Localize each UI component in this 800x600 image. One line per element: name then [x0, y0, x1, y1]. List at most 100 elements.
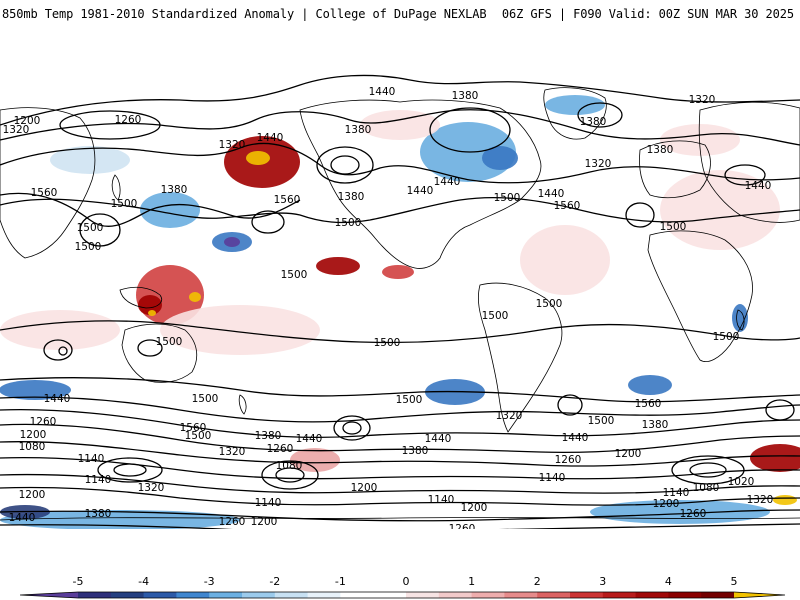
closed-low-s-ocean-east	[671, 455, 745, 485]
colorbar-label: -2	[269, 575, 281, 588]
closed-high-tropic-indian	[137, 339, 163, 357]
contour-label: 1500	[494, 192, 521, 204]
colorbar-label: -4	[138, 575, 150, 588]
contour-label: 1320	[219, 446, 246, 458]
colorbar-label: -3	[203, 575, 215, 588]
closed-high-aus	[43, 339, 73, 361]
colorbar: -5 -4 -3 -2 -1 0 1 2 3 4 5	[0, 568, 800, 600]
anomaly-patch	[224, 237, 240, 247]
contour-label: 1140	[663, 487, 690, 499]
contour-label: 1560	[274, 194, 301, 206]
coast-new-zealand	[238, 394, 247, 415]
map-title: 850mb Temp 1981-2010 Standardized Anomal…	[2, 7, 487, 21]
contour-label: 1560	[180, 422, 207, 434]
contour-label: 1140	[85, 474, 112, 486]
colorbar-label: 1	[468, 575, 476, 588]
closed-high-mid-pac	[251, 210, 285, 234]
coast-japan	[111, 174, 121, 201]
contour-label: 1140	[428, 494, 455, 506]
colorbar-label: -5	[72, 575, 84, 588]
contour-1320-antarctic	[0, 523, 800, 529]
contour-label: 1500	[536, 298, 563, 310]
contour-label: 1200	[14, 115, 41, 127]
contour-1380-south	[0, 423, 800, 454]
colorbar-segment	[143, 592, 177, 598]
contour-label: 1380	[580, 116, 607, 128]
contour-label: 1080	[276, 460, 303, 472]
coast-europe	[639, 140, 711, 199]
anomaly-map[interactable]: 1440 1380 1320 1380 1200 1260 1320 1440 1380 1320…	[0, 69, 800, 529]
contour-1440-north	[0, 142, 800, 184]
colorbar-outline	[19, 591, 786, 599]
contour-label: 1440	[425, 433, 452, 445]
contour-label: 1500	[374, 337, 401, 349]
contour-1140-south	[0, 486, 800, 506]
anomaly-patch	[0, 310, 120, 350]
contour-label: 1440	[296, 433, 323, 445]
anomaly-patch	[140, 192, 200, 228]
colorbar-label: 3	[599, 575, 607, 588]
contour-label: 1320	[138, 482, 165, 494]
contour-label: 1320	[585, 158, 612, 170]
header-bar: 850mb Temp 1981-2010 Standardized Anomal…	[0, 0, 800, 30]
colorbar-segment	[635, 592, 669, 598]
colorbar-segment	[668, 592, 702, 598]
anomaly-patch	[382, 265, 414, 279]
closed-low-s-indian	[97, 457, 163, 483]
anomaly-patch	[160, 305, 320, 355]
contour-label: 1500	[281, 269, 308, 281]
colorbar-label: 5	[730, 575, 738, 588]
contour-label: 1440	[745, 180, 772, 192]
colorbar-segment	[307, 592, 341, 598]
model-valid-time: 06Z GFS | F090 Valid: 00Z SUN MAR 30 202…	[501, 7, 794, 21]
contour-label: 1260	[555, 454, 582, 466]
closed-high-se-asia	[79, 213, 121, 247]
contour-label: 1440	[9, 512, 36, 524]
contour-label: 1380	[161, 184, 188, 196]
colorbar-label: -1	[334, 575, 346, 588]
contour-label: 1260	[680, 508, 707, 520]
contour-label: 1560	[554, 200, 581, 212]
colorbar-segment	[406, 592, 440, 598]
closed-low-s-pac-inner	[275, 467, 305, 483]
closed-high-s-atl	[557, 394, 583, 416]
contour-label: 1140	[539, 472, 566, 484]
anomaly-patch	[482, 146, 518, 170]
coast-madagascar	[736, 309, 745, 331]
contour-label: 1380	[338, 191, 365, 203]
colorbar-segment	[438, 592, 473, 598]
contour-label: 1260	[115, 114, 142, 126]
colorbar-segment	[701, 592, 735, 598]
closed-high-npac-inner	[330, 155, 360, 175]
contour-label: 1140	[255, 497, 282, 509]
colorbar-end-high	[734, 592, 785, 598]
contour-1200-south	[0, 473, 800, 494]
contour-labels: 1440 1380 1320 1380 1200 1260 1320 1440 1380 1320…	[3, 86, 774, 529]
contour-label: 1260	[449, 523, 476, 529]
colorbar-segment	[176, 592, 210, 598]
closed-high-africa	[625, 202, 655, 228]
contour-label: 1200	[351, 482, 378, 494]
colorbar-segment	[209, 592, 243, 598]
contour-label: 1440	[257, 132, 284, 144]
coast-maritime-continent	[119, 286, 163, 309]
colorbar-segment	[78, 592, 112, 598]
colorbar-segment	[274, 592, 309, 598]
closed-low-asia-north	[59, 110, 161, 140]
contour-label: 1200	[19, 489, 46, 501]
closed-high-npac	[316, 146, 374, 184]
closed-center-aus	[58, 346, 68, 356]
anomaly-patch	[660, 124, 740, 156]
contour-label: 1080	[19, 441, 46, 453]
contour-label: 1500	[482, 310, 509, 322]
contour-label: 1440	[562, 432, 589, 444]
contour-label: 1320	[747, 494, 774, 506]
coast-south-america	[477, 282, 563, 433]
map-panel[interactable]: 1440 1380 1320 1380 1200 1260 1320 1440 1380 1320…	[0, 69, 800, 529]
contour-label: 1200	[251, 516, 278, 528]
colorbar-segment	[504, 592, 538, 598]
contour-label: 1320	[689, 94, 716, 106]
anomaly-patch	[316, 257, 360, 275]
closed-high-indian	[765, 399, 795, 421]
contour-label: 1560	[31, 187, 58, 199]
